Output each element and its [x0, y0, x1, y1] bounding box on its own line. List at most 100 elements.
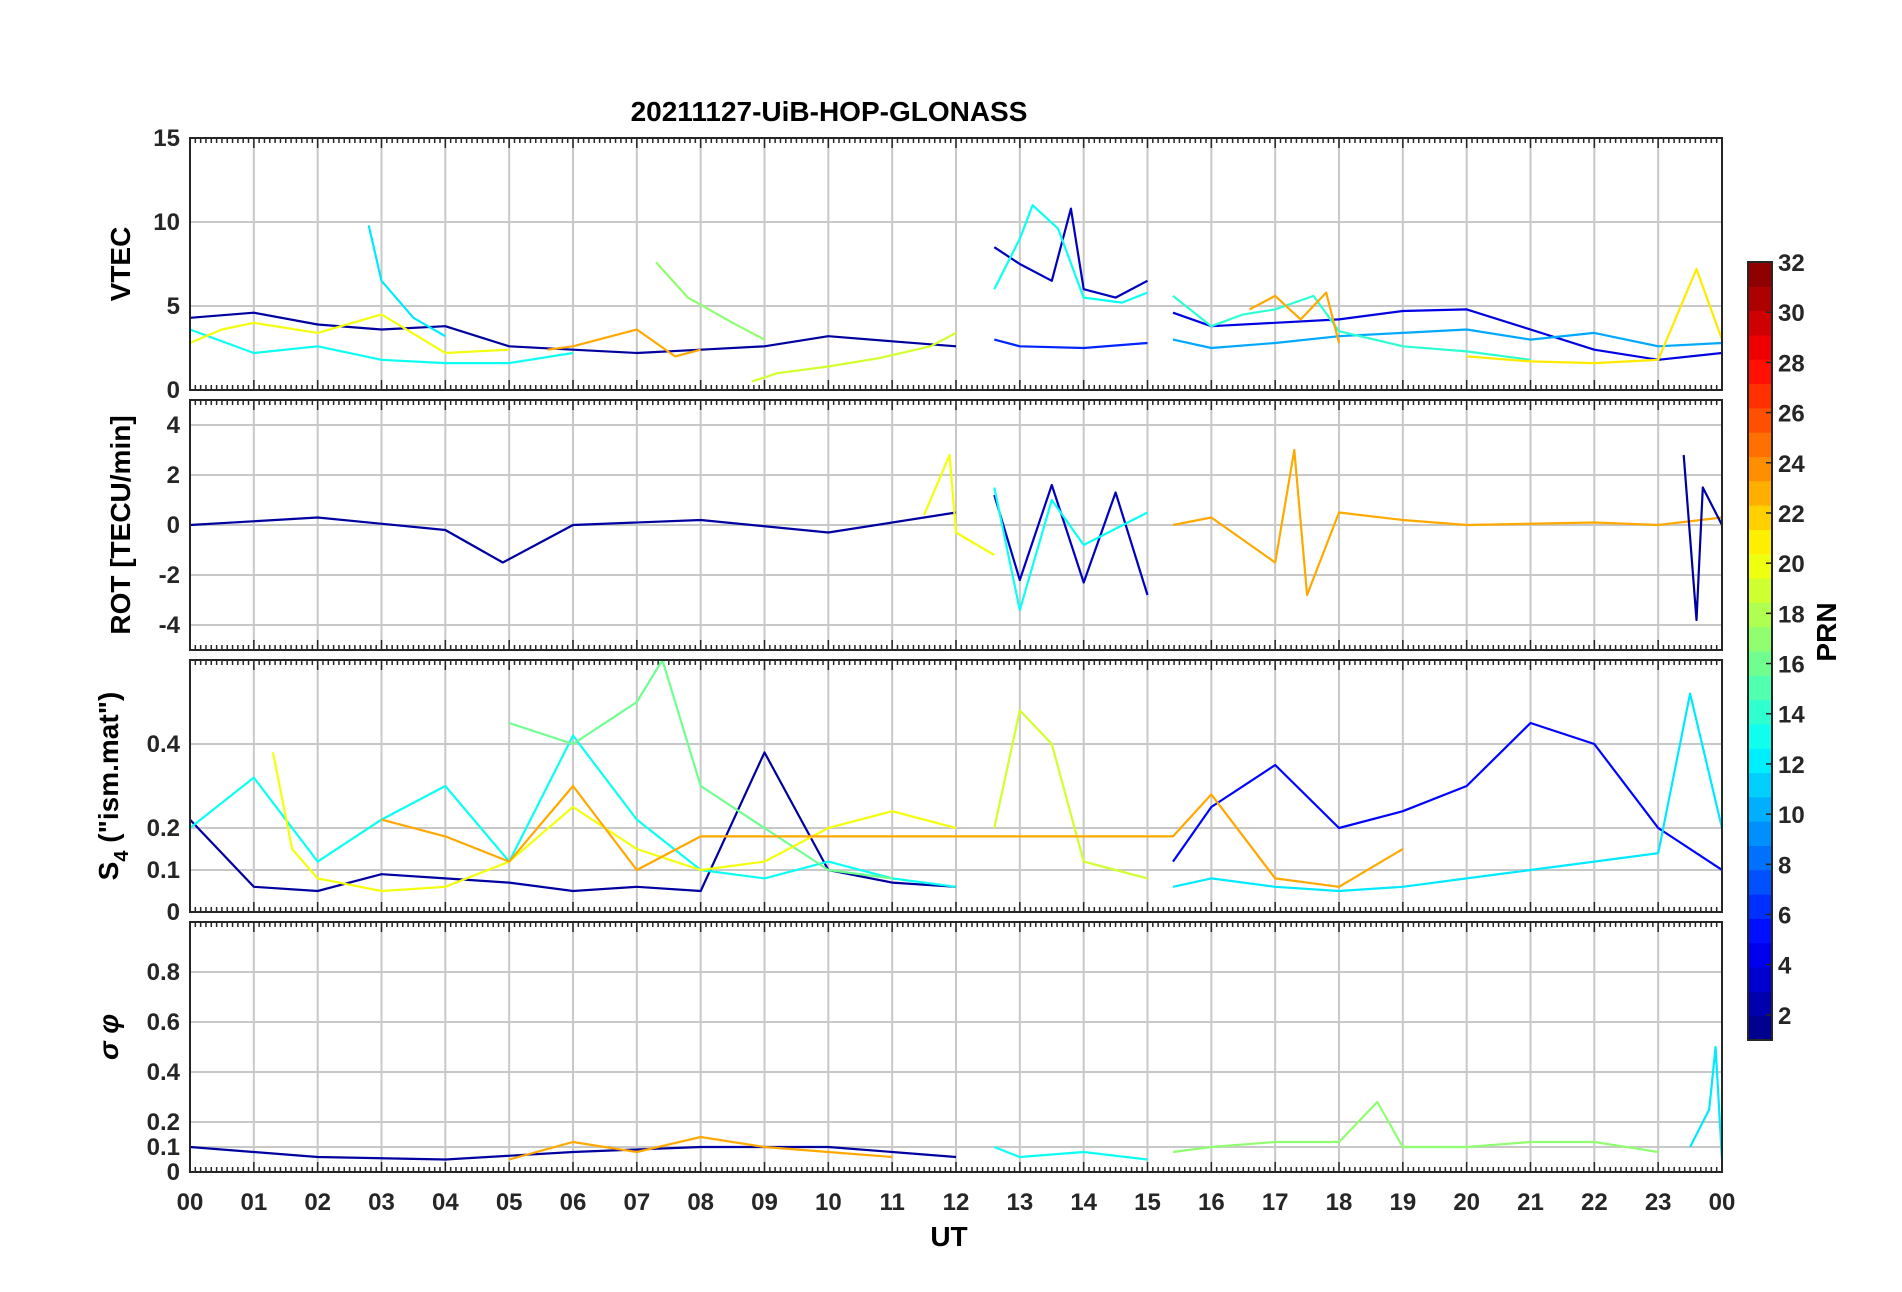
colorbar-tick-label: 32 [1778, 250, 1805, 277]
colorbar-swatch [1748, 602, 1772, 628]
series-line-prn-17 [1172, 1100, 1659, 1154]
colorbar-swatch [1748, 456, 1772, 482]
y-tick-label: 10 [153, 209, 180, 236]
x-tick-label: 20 [1453, 1189, 1480, 1216]
x-tick-label: 11 [879, 1189, 904, 1216]
colorbar-swatch [1748, 748, 1772, 774]
series-line-prn-19 [993, 709, 1148, 880]
series-line-prn-5 [1172, 721, 1722, 871]
colorbar-swatch [1748, 529, 1772, 555]
series-line-prn-12 [1172, 692, 1722, 893]
colorbar-tick-label: 4 [1778, 953, 1792, 980]
x-tick-label: 23 [1645, 1189, 1672, 1216]
y-tick-label: 4 [167, 412, 181, 439]
series-line-prn-23 [1172, 448, 1722, 597]
colorbar-swatch [1748, 991, 1772, 1017]
x-axis-label: UT [930, 1221, 967, 1252]
x-tick-label: 19 [1389, 1189, 1416, 1216]
colorbar-swatch [1748, 334, 1772, 360]
y-tick-label: 15 [153, 125, 180, 152]
series-line-prn-12 [367, 225, 446, 338]
colorbar-swatch [1748, 262, 1772, 287]
series-line-prn-16 [508, 660, 893, 880]
x-tick-label: 15 [1134, 1189, 1161, 1216]
colorbar-swatch [1748, 505, 1772, 530]
colorbar-tick-label: 10 [1778, 802, 1805, 829]
x-tick-labels: 00 01 02 03 04 05 06 07 08 09 10 11 12 13 14 15 16 17 18 19… [177, 1189, 1736, 1216]
series-line-prn-17 [655, 261, 766, 341]
series-group [190, 448, 1722, 622]
colorbar-swatch [1748, 869, 1772, 895]
x-tick-label: 00 [1709, 1189, 1736, 1216]
y-tick-label: 0.2 [147, 1109, 180, 1136]
y-tick-label: 0.4 [147, 731, 181, 758]
colorbar-swatch [1748, 699, 1772, 725]
colorbar-tick-label: 22 [1778, 501, 1805, 528]
y-tick-label: 2 [167, 462, 180, 489]
series-line-prn-23 [1249, 291, 1341, 344]
series-line-prn-12 [1689, 1045, 1722, 1160]
x-tick-label: 13 [1006, 1189, 1033, 1216]
colorbar-tick-label: 8 [1778, 852, 1791, 879]
x-tick-label: 07 [623, 1189, 650, 1216]
colorbar-swatch [1748, 942, 1772, 968]
series-line-prn-20 [190, 313, 510, 355]
series-line-prn-3 [993, 207, 1149, 299]
colorbar-tick-label: 26 [1778, 401, 1805, 428]
y-tick-label: 0.1 [147, 1134, 180, 1161]
colorbar-label: PRN [1811, 602, 1842, 661]
y-tick-label: 5 [167, 293, 180, 320]
y-tick-label: 0 [167, 512, 180, 539]
y-tick-label: 0 [167, 899, 180, 926]
series-line-prn-13 [993, 204, 1148, 304]
chart-title: 20211127-UiB-HOP-GLONASS [631, 96, 1028, 127]
colorbar-swatch [1748, 967, 1772, 992]
colorbar-box [1747, 261, 1773, 1041]
series-line-prn-21 [1466, 267, 1722, 365]
y-tick-label: 0 [167, 1159, 180, 1186]
y-tick-label: 0.6 [147, 1009, 180, 1036]
colorbar-swatch [1748, 821, 1772, 846]
x-tick-label: 01 [240, 1189, 267, 1216]
colorbar-swatch [1748, 796, 1772, 822]
series-line-prn-14 [1172, 294, 1531, 361]
colorbar-swatch [1748, 432, 1772, 457]
y-tick-label: -4 [159, 612, 181, 639]
colorbar-swatch [1748, 675, 1772, 701]
colorbar-tick-label: 6 [1778, 903, 1791, 930]
colorbar-tick-label: 16 [1778, 652, 1805, 679]
series-line-prn-4 [1172, 308, 1722, 361]
colorbar-swatch [1748, 553, 1772, 579]
colorbar-swatch [1748, 359, 1772, 385]
series-group [190, 204, 1722, 383]
y-tick-label: 0 [167, 377, 180, 404]
axes-box [189, 399, 1723, 651]
x-tick-label: 16 [1198, 1189, 1225, 1216]
series-line-prn-2 [190, 1145, 957, 1161]
x-tick-label: 09 [751, 1189, 778, 1216]
colorbar-swatch [1748, 1015, 1772, 1041]
panel-rot: -4 -2 0 2 4 ROT [TECU/min] [105, 399, 1723, 651]
panel-sigma_phi: 00.10.2 0.4 0.6 0.8 σ φ [93, 921, 1723, 1186]
colorbar-swatch [1748, 383, 1772, 409]
colorbar-tick-label: 12 [1778, 752, 1805, 779]
x-tick-label: 02 [304, 1189, 331, 1216]
colorbar-swatch [1748, 626, 1772, 652]
x-tick-label: 03 [368, 1189, 395, 1216]
panel-vtec: 0 5 10 15 VTEC [105, 125, 1723, 404]
colorbar-tick-label: 20 [1778, 551, 1805, 578]
x-tick-label: 14 [1070, 1189, 1097, 1216]
y-tick-label: -2 [159, 562, 180, 589]
y-axis-label: σ φ [93, 1014, 124, 1060]
series-group [190, 660, 1722, 893]
colorbar-swatch [1748, 918, 1772, 944]
series-line-prn-23 [381, 784, 1404, 888]
series-line-prn-6 [994, 338, 1148, 350]
y-tick-label: 0.1 [147, 857, 180, 884]
colorbar-swatch [1748, 480, 1772, 506]
x-tick-label: 17 [1262, 1189, 1289, 1216]
axes-box [189, 921, 1723, 1173]
